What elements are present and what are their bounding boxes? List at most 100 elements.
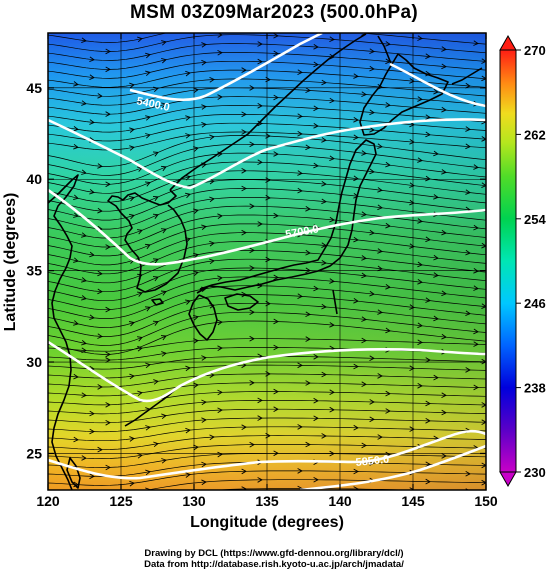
streamline-arrow bbox=[473, 384, 479, 391]
streamline-arrow bbox=[201, 121, 207, 128]
colorbar-tick-label: 254 bbox=[524, 212, 546, 227]
streamline bbox=[48, 294, 486, 328]
streamline-arrow bbox=[489, 158, 494, 163]
streamline bbox=[48, 33, 486, 45]
streamline bbox=[48, 131, 486, 151]
streamline bbox=[48, 161, 486, 194]
streamline-arrow bbox=[217, 319, 223, 326]
streamline-arrow bbox=[361, 272, 367, 279]
streamline-arrow bbox=[377, 309, 383, 315]
streamline-arrow bbox=[425, 418, 431, 424]
streamline-arrow bbox=[305, 87, 311, 94]
streamline-arrow bbox=[361, 211, 367, 218]
streamline-arrow bbox=[409, 199, 415, 206]
streamline-arrow bbox=[481, 58, 486, 64]
streamline-arrow bbox=[257, 397, 263, 404]
streamline-arrow bbox=[137, 229, 143, 235]
streamline-arrow bbox=[313, 105, 319, 112]
streamline bbox=[48, 135, 486, 167]
streamline bbox=[48, 276, 486, 311]
streamline-arrow bbox=[385, 284, 391, 290]
streamline-arrow bbox=[425, 53, 431, 60]
streamline-arrow bbox=[129, 213, 135, 220]
streamline-arrow bbox=[161, 413, 167, 420]
coast-korea-china bbox=[107, 189, 188, 293]
streamline-arrow bbox=[105, 66, 111, 73]
streamline-arrow bbox=[217, 407, 223, 414]
streamline-arrow bbox=[465, 126, 471, 132]
streamline-arrow bbox=[273, 318, 279, 325]
streamline-arrow bbox=[201, 59, 207, 66]
streamline-arrow bbox=[193, 338, 199, 344]
streamline-arrow bbox=[417, 279, 423, 285]
streamline-arrow bbox=[73, 320, 79, 326]
streamline-arrow bbox=[321, 137, 327, 143]
streamline-arrow bbox=[353, 363, 359, 370]
streamline bbox=[48, 52, 486, 71]
streamline-arrow bbox=[305, 267, 311, 274]
x-axis-title: Longitude (degrees) bbox=[190, 514, 344, 531]
streamline-arrow bbox=[385, 161, 391, 168]
streamline-arrow bbox=[89, 74, 95, 81]
streamline-arrow bbox=[321, 260, 327, 266]
streamline-arrow bbox=[481, 242, 486, 249]
streamline-arrow bbox=[209, 76, 215, 83]
streamline-arrow bbox=[409, 426, 415, 432]
streamline-arrow bbox=[313, 123, 319, 129]
streamline bbox=[48, 435, 486, 451]
streamline-arrow bbox=[481, 182, 486, 189]
streamline-arrow bbox=[257, 159, 263, 166]
x-tick-label: 140 bbox=[328, 493, 352, 509]
streamline bbox=[48, 78, 486, 97]
streamline-arrow bbox=[137, 99, 143, 105]
y-tick-label: 40 bbox=[26, 171, 42, 187]
streamline-arrow bbox=[489, 218, 494, 223]
streamline-arrow bbox=[193, 208, 199, 214]
streamline bbox=[48, 179, 486, 212]
streamline-arrow bbox=[81, 339, 87, 346]
streamline-arrow bbox=[441, 63, 447, 70]
streamline-arrow bbox=[265, 133, 271, 139]
streamline-arrow bbox=[90, 492, 95, 497]
height-contour-5700 bbox=[48, 188, 486, 266]
streamline-arrow bbox=[152, 320, 159, 326]
streamline-arrow bbox=[257, 103, 263, 109]
streamline-arrow bbox=[73, 143, 79, 150]
streamline-arrow bbox=[417, 218, 423, 224]
streamline-arrow bbox=[129, 195, 135, 202]
streamline-arrow bbox=[433, 315, 439, 322]
streamline-arrow bbox=[273, 406, 279, 412]
streamline-arrow bbox=[441, 106, 447, 113]
streamline-arrow bbox=[265, 256, 271, 263]
credits-data: Data from http://database.rish.kyoto-u.a… bbox=[144, 559, 404, 570]
streamline-arrow bbox=[409, 487, 415, 490]
streamline-arrow bbox=[105, 111, 111, 117]
streamline-arrow bbox=[313, 477, 319, 483]
credits-drawing: Drawing by DCL (https://www.gfd-dennou.o… bbox=[144, 548, 404, 559]
streamline-arrow bbox=[81, 232, 87, 238]
streamline-arrow bbox=[185, 472, 191, 478]
x-tick-label: 145 bbox=[401, 493, 425, 509]
streamline-arrow bbox=[257, 41, 263, 47]
streamline-arrow bbox=[193, 314, 199, 321]
streamline bbox=[48, 258, 486, 293]
streamline bbox=[48, 188, 486, 221]
contour-label-5700: 5700.0 bbox=[284, 223, 319, 241]
streamline-arrow bbox=[193, 87, 199, 93]
streamline-arrow bbox=[105, 306, 111, 313]
streamline-arrow bbox=[369, 65, 375, 72]
colorbar-tick-label: 230 bbox=[524, 465, 546, 480]
streamline-arrow bbox=[209, 178, 215, 185]
streamline-arrow bbox=[209, 434, 215, 441]
streamline-arrow bbox=[249, 203, 255, 209]
streamline-arrow bbox=[201, 399, 207, 406]
streamline-arrow bbox=[129, 480, 135, 487]
streamline-arrow bbox=[185, 133, 191, 139]
height-contour-5400 bbox=[129, 33, 323, 102]
streamline-arrow bbox=[329, 97, 335, 104]
streamline-arrow bbox=[73, 126, 79, 132]
streamline-arrow bbox=[217, 389, 223, 396]
streamline-arrow bbox=[353, 298, 359, 304]
streamline-arrow bbox=[241, 185, 247, 192]
